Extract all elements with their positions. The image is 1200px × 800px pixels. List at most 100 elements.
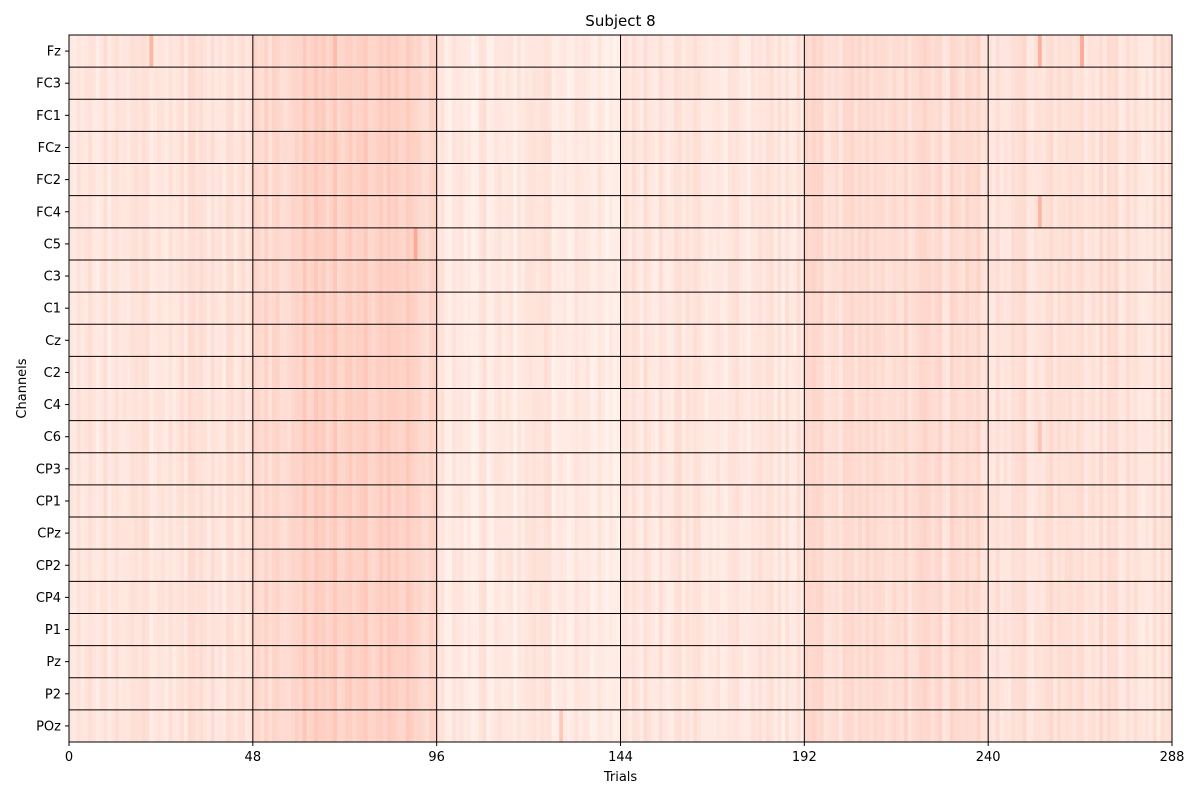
heatmap-cell: [88, 549, 93, 582]
heatmap-cell: [222, 484, 227, 518]
heatmap-cell: [463, 420, 468, 454]
heatmap-cell: [317, 259, 323, 293]
heatmap-cell: [677, 227, 683, 261]
heatmap-cell: [681, 131, 687, 164]
heatmap-cell: [838, 259, 844, 293]
heatmap-cell: [1041, 35, 1047, 68]
heatmap-cell: [279, 356, 284, 389]
heatmap-cell: [639, 517, 644, 550]
heatmap-cell: [291, 99, 296, 132]
heatmap-cell: [271, 131, 277, 164]
heatmap-cell: [865, 67, 870, 100]
heatmap-cell: [540, 517, 545, 550]
heatmap-cell: [1007, 517, 1012, 550]
heatmap-cell: [494, 517, 499, 550]
heatmap-cell: [180, 420, 185, 454]
heatmap-cell: [697, 35, 702, 68]
heatmap-cell: [647, 484, 652, 518]
heatmap-cell: [249, 356, 254, 389]
heatmap-cell: [176, 517, 181, 550]
heatmap-cell: [946, 259, 951, 293]
heatmap-cell: [451, 517, 457, 550]
heatmap-cell: [666, 484, 671, 518]
heatmap-cell: [1141, 356, 1146, 389]
heatmap-cell: [946, 356, 951, 389]
heatmap-cell: [1149, 420, 1154, 454]
heatmap-cell: [1145, 99, 1150, 132]
heatmap-cell: [218, 99, 223, 132]
heatmap-cell: [716, 484, 721, 518]
heatmap-cell: [861, 259, 867, 293]
heatmap-cell: [808, 324, 813, 357]
heatmap-cell: [1045, 195, 1050, 229]
heatmap-cell: [586, 35, 591, 68]
heatmap-cell: [513, 388, 518, 422]
heatmap-cell: [746, 35, 752, 68]
heatmap-cell: [321, 581, 326, 614]
heatmap-cell: [191, 195, 196, 229]
heatmap-cell: [865, 452, 870, 486]
heatmap-cell: [766, 388, 771, 422]
heatmap-cell: [570, 131, 575, 164]
heatmap-cell: [409, 227, 415, 261]
heatmap-cell: [949, 452, 955, 486]
heatmap-cell: [1103, 452, 1108, 486]
heatmap-cell: [214, 388, 219, 422]
heatmap-cell: [559, 452, 564, 486]
heatmap-cell: [540, 131, 545, 164]
heatmap-cell: [1045, 259, 1050, 293]
heatmap-cell: [348, 517, 353, 550]
heatmap-cell: [494, 452, 499, 486]
heatmap-cell: [360, 259, 365, 293]
heatmap-cell: [957, 452, 962, 486]
heatmap-cell: [946, 227, 951, 261]
heatmap-cell: [233, 484, 238, 518]
heatmap-cell: [1060, 195, 1066, 229]
heatmap-cell: [1041, 67, 1047, 100]
heatmap-cell: [992, 420, 997, 454]
heatmap-cell: [111, 581, 116, 614]
heatmap-cell: [321, 484, 326, 518]
heatmap-cell: [203, 324, 208, 357]
heatmap-cell: [1118, 131, 1123, 164]
heatmap-cell: [1141, 227, 1146, 261]
heatmap-cell: [283, 67, 288, 100]
heatmap-cell: [1114, 549, 1119, 582]
heatmap-cell: [796, 195, 801, 229]
heatmap-cell: [857, 324, 863, 357]
heatmap-cell: [157, 292, 162, 325]
heatmap-cell: [1030, 452, 1035, 486]
heatmap-cell: [555, 195, 560, 229]
heatmap-cell: [386, 452, 392, 486]
heatmap-cell: [850, 131, 855, 164]
heatmap-cell: [605, 195, 610, 229]
heatmap-cell: [394, 259, 399, 293]
heatmap-cell: [965, 195, 970, 229]
heatmap-cell: [689, 324, 694, 357]
heatmap-cell: [429, 388, 434, 422]
heatmap-cell: [578, 452, 583, 486]
heatmap-cell: [957, 131, 962, 164]
heatmap-cell: [520, 356, 526, 389]
heatmap-cell: [1030, 99, 1035, 132]
heatmap-cell: [1110, 227, 1115, 261]
heatmap-cell: [923, 420, 928, 454]
heatmap-cell: [574, 131, 579, 164]
heatmap-cell: [478, 388, 484, 422]
heatmap-cell: [1026, 67, 1031, 100]
heatmap-cell: [961, 356, 966, 389]
heatmap-cell: [988, 99, 993, 132]
heatmap-cell: [91, 195, 97, 229]
heatmap-cell: [1141, 452, 1146, 486]
heatmap-cell: [164, 227, 169, 261]
heatmap-cell: [861, 35, 867, 68]
heatmap-cell: [624, 131, 629, 164]
heatmap-cell: [1053, 259, 1058, 293]
heatmap-cell: [306, 581, 311, 614]
heatmap-cell: [172, 227, 177, 261]
heatmap-cell: [1057, 549, 1062, 582]
heatmap-cell: [118, 163, 124, 197]
heatmap-cell: [183, 581, 189, 614]
heatmap-cell: [547, 163, 552, 197]
heatmap-cell: [172, 99, 177, 132]
